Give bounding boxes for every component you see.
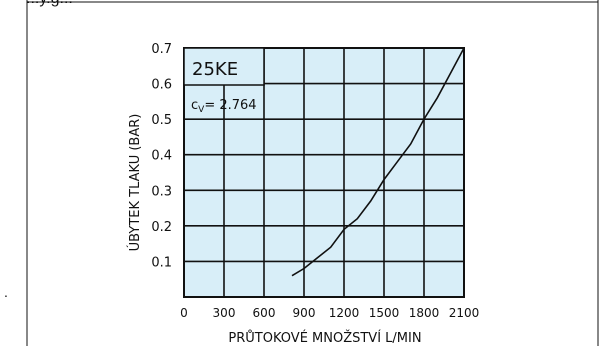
x-tick-labels: 0 300 600 900 1200 1500 1800 2100 xyxy=(180,306,479,320)
x-tick-label: 600 xyxy=(253,306,276,320)
cv-value: = 2.764 xyxy=(204,98,256,113)
cropped-heading-text: ...y.g... xyxy=(26,0,73,8)
x-tick-label: 2100 xyxy=(449,306,480,320)
x-axis-label: PRŮTOKOVÉ MNOŽSTVÍ L/MIN xyxy=(228,330,421,346)
x-tick-label: 1800 xyxy=(409,306,440,320)
y-axis-label: ÚBYTEK TLAKU (BAR) xyxy=(127,114,143,252)
cv-subscript: V xyxy=(198,105,205,115)
y-tick-label: 0.7 xyxy=(151,42,172,57)
title-box xyxy=(183,47,265,86)
y-tick-label: 0.3 xyxy=(151,184,172,199)
x-tick-label: 1200 xyxy=(329,306,360,320)
margin-mark: . xyxy=(4,284,8,300)
y-tick-label: 0.2 xyxy=(151,220,172,235)
chart-title: 25KE xyxy=(192,59,238,80)
y-tick-label: 0.5 xyxy=(151,113,172,128)
x-tick-label: 0 xyxy=(180,306,188,320)
plot-border xyxy=(183,47,465,298)
x-tick-label: 300 xyxy=(213,306,236,320)
x-tick-label: 1500 xyxy=(369,306,400,320)
pressure-drop-curve xyxy=(291,47,465,277)
y-tick-label: 0.1 xyxy=(151,255,172,270)
cv-annotation: cV= 2.764 xyxy=(191,98,257,115)
cv-prefix: c xyxy=(191,98,198,113)
plot-area xyxy=(184,48,464,297)
grid xyxy=(184,48,464,297)
y-tick-label: 0.4 xyxy=(151,149,172,164)
x-tick-label: 900 xyxy=(293,306,316,320)
y-tick-label: 0.6 xyxy=(151,78,172,93)
y-tick-labels: 0.1 0.2 0.3 0.4 0.5 0.6 0.7 xyxy=(151,42,172,270)
